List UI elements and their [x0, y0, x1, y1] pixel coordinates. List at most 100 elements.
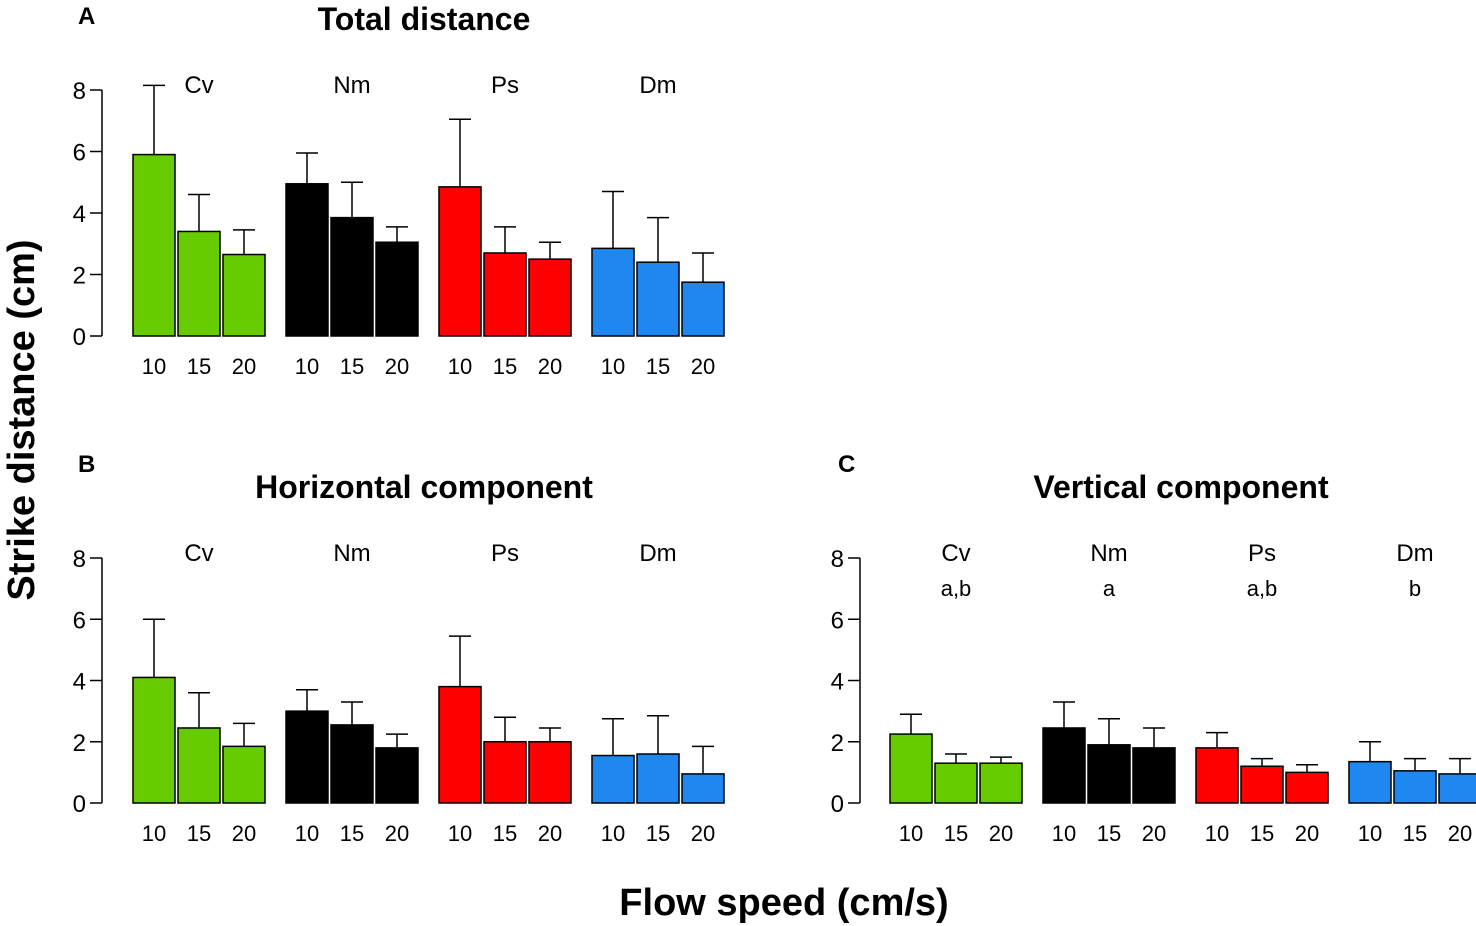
significance-letter: b	[1409, 576, 1421, 601]
group-dm: Dm 10 15 20	[591, 72, 725, 379]
bar	[483, 252, 527, 337]
group-label: Dm	[639, 72, 676, 99]
x-tick-label: 10	[1358, 821, 1382, 846]
bar	[285, 710, 329, 804]
bar	[1042, 727, 1086, 804]
group-nm: Nm a 10 15 20	[1042, 540, 1176, 846]
panel-b: B Horizontal component 0 2 4 6 8 Cv 10 15 20 Nm 10 15…	[73, 451, 725, 846]
x-tick-label: 10	[142, 354, 166, 379]
bar	[979, 762, 1023, 804]
bar	[438, 186, 482, 337]
chart-title: Total distance	[318, 1, 531, 37]
bar	[636, 753, 680, 804]
x-tick-label: 10	[448, 821, 472, 846]
x-tick-label: 15	[646, 821, 670, 846]
group-label: Ps	[1248, 540, 1276, 567]
bar	[285, 183, 329, 337]
bar	[222, 745, 266, 804]
y-tick-label: 2	[831, 730, 844, 757]
y-tick-label: 8	[73, 546, 86, 573]
bar	[483, 741, 527, 804]
x-tick-label: 10	[448, 354, 472, 379]
bar	[1087, 744, 1131, 804]
group-ps: Ps a,b 10 15 20	[1195, 540, 1329, 846]
group-ps: Ps 10 15 20	[438, 72, 572, 379]
group-dm: Dm b 10 15 20	[1348, 540, 1476, 846]
bar	[132, 153, 176, 337]
bar	[177, 230, 221, 337]
y-tick-label: 8	[831, 546, 844, 573]
bar	[528, 741, 572, 804]
y-tick-label: 4	[73, 201, 86, 228]
x-tick-label: 15	[493, 821, 517, 846]
bar	[132, 676, 176, 804]
x-tick-label: 10	[295, 354, 319, 379]
x-tick-label: 15	[1097, 821, 1121, 846]
x-tick-label: 10	[1052, 821, 1076, 846]
group-label: Nm	[333, 540, 370, 567]
y-tick-label: 4	[73, 669, 86, 696]
panel-a: A Total distance 0 2 4 6 8 Cv 10 15 20 Nm 10 15 20 Ps 10…	[73, 1, 725, 379]
y-tick-label: 8	[73, 78, 86, 105]
x-tick-label: 20	[989, 821, 1013, 846]
bar	[591, 754, 635, 804]
group-label: Cv	[184, 72, 213, 99]
panel-letter: C	[838, 451, 855, 478]
x-axis-label: Flow speed (cm/s)	[619, 882, 948, 924]
bar	[528, 258, 572, 337]
bar	[681, 773, 725, 804]
bar	[681, 281, 725, 337]
y-axis-label: Strike distance (cm)	[1, 239, 43, 600]
group-cv: Cv 10 15 20	[132, 72, 266, 379]
y-tick-label: 0	[831, 791, 844, 818]
group-ps: Ps 10 15 20	[438, 540, 572, 846]
group-nm: Nm 10 15 20	[285, 540, 419, 846]
bar	[1393, 770, 1437, 804]
x-tick-label: 15	[944, 821, 968, 846]
bar	[1438, 773, 1476, 804]
group-cv: Cv a,b 10 15 20	[889, 540, 1023, 846]
bar	[1348, 760, 1392, 804]
bar	[934, 762, 978, 804]
x-tick-label: 20	[232, 821, 256, 846]
significance-letter: a,b	[1247, 576, 1278, 601]
panel-letter: B	[78, 451, 95, 478]
bar	[375, 241, 419, 337]
x-tick-label: 10	[295, 821, 319, 846]
chart-title: Vertical component	[1033, 469, 1329, 505]
bar	[636, 261, 680, 337]
y-tick-label: 2	[73, 730, 86, 757]
x-tick-label: 15	[1250, 821, 1274, 846]
bar	[1240, 765, 1284, 804]
bar	[375, 747, 419, 804]
bar	[1285, 771, 1329, 804]
x-tick-label: 15	[1403, 821, 1427, 846]
group-label: Cv	[184, 540, 213, 567]
bar	[330, 724, 374, 804]
y-tick-label: 6	[73, 140, 86, 167]
significance-letter: a,b	[941, 576, 972, 601]
group-label: Dm	[639, 540, 676, 567]
bar	[330, 216, 374, 337]
y-tick-label: 0	[73, 791, 86, 818]
x-tick-label: 10	[1205, 821, 1229, 846]
group-nm: Nm 10 15 20	[285, 72, 419, 379]
x-tick-label: 20	[1448, 821, 1472, 846]
x-tick-label: 10	[601, 821, 625, 846]
group-cv: Cv 10 15 20	[132, 540, 266, 846]
bar	[1195, 747, 1239, 804]
group-label: Nm	[333, 72, 370, 99]
bar	[438, 685, 482, 804]
x-tick-label: 20	[1142, 821, 1166, 846]
x-tick-label: 15	[646, 354, 670, 379]
x-tick-label: 10	[601, 354, 625, 379]
x-tick-label: 15	[340, 354, 364, 379]
x-tick-label: 20	[385, 821, 409, 846]
x-tick-label: 20	[538, 354, 562, 379]
group-label: Ps	[491, 540, 519, 567]
y-tick-label: 0	[73, 324, 86, 351]
x-tick-label: 15	[187, 354, 211, 379]
x-tick-label: 20	[1295, 821, 1319, 846]
